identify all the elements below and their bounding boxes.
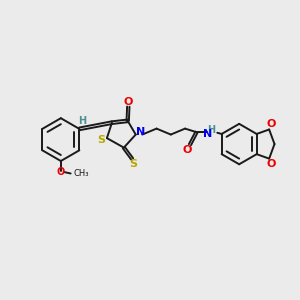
Text: N: N — [203, 129, 212, 139]
Text: S: S — [97, 135, 105, 145]
Text: S: S — [130, 159, 138, 169]
Text: CH₃: CH₃ — [74, 169, 89, 178]
Text: O: O — [266, 159, 276, 169]
Text: O: O — [124, 97, 133, 106]
Text: O: O — [183, 145, 192, 155]
Text: N: N — [136, 127, 146, 137]
Text: H: H — [207, 125, 215, 135]
Text: O: O — [57, 167, 65, 177]
Text: H: H — [78, 116, 86, 126]
Text: O: O — [266, 119, 276, 129]
